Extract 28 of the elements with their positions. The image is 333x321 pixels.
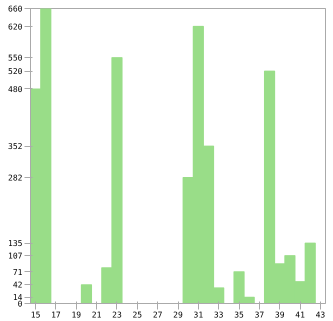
x-tick-label: 25 — [132, 310, 142, 320]
x-tick-label: 37 — [254, 310, 264, 320]
x-tick-label: 23 — [112, 310, 122, 320]
x-tick-label: 33 — [214, 310, 224, 320]
y-tick-label: 550 — [8, 54, 23, 63]
x-tick-label: 35 — [234, 310, 244, 320]
x-tick-label: 17 — [51, 310, 61, 320]
y-tick-label: 107 — [8, 252, 23, 261]
y-tick-label: 620 — [8, 22, 23, 32]
x-tick-label: 15 — [30, 310, 41, 320]
x-tick-label: 31 — [194, 310, 204, 320]
y-tick-label: 520 — [8, 67, 23, 76]
x-tick-label: 29 — [173, 310, 183, 320]
y-tick-label: 0 — [18, 300, 23, 308]
y-tick-label: 42 — [12, 280, 23, 290]
y-tick-label: 660 — [8, 4, 23, 14]
x-tick-label: 39 — [274, 310, 285, 320]
y-tick-label: 282 — [8, 173, 23, 182]
y-tick-label: 352 — [8, 142, 23, 152]
x-tick-label: 21 — [92, 310, 102, 320]
bar — [80, 284, 92, 304]
y-tick-label: 480 — [8, 84, 23, 94]
y-tick-label: 71 — [12, 268, 23, 277]
x-tick-label: 27 — [152, 310, 163, 320]
x-tick-label: 43 — [316, 310, 326, 320]
x-tick-label: 41 — [295, 310, 306, 320]
y-tick-label: 135 — [8, 239, 23, 248]
x-tick-label: 19 — [71, 310, 82, 320]
